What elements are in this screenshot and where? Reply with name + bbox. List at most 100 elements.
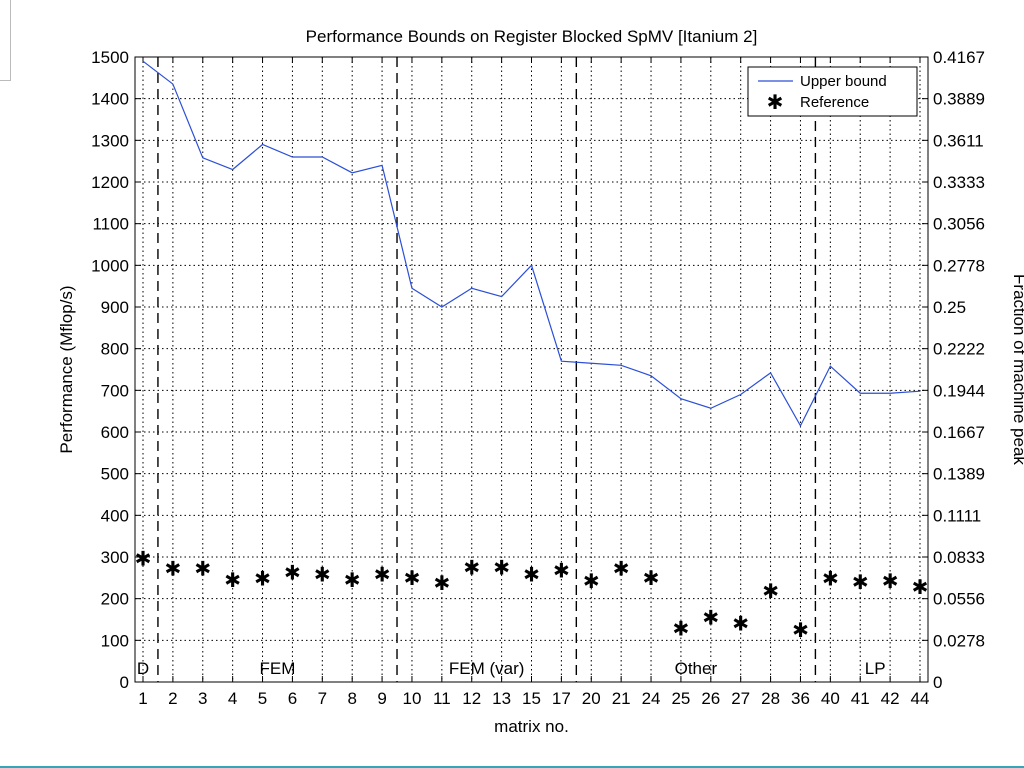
reference-point: ✱ <box>882 571 899 593</box>
x-tick-label: 15 <box>522 689 541 708</box>
right-tick-label: 0.1389 <box>933 465 985 484</box>
legend: Upper bound ✱ Reference <box>747 66 918 117</box>
y-axis-label: Performance (Mflop/s) <box>57 285 76 453</box>
x-tick-label: 26 <box>701 689 720 708</box>
x-tick-label: 21 <box>612 689 631 708</box>
legend-box <box>747 66 918 117</box>
y-tick-label: 1400 <box>91 90 129 109</box>
reference-point: ✱ <box>792 620 809 642</box>
region-label: LP <box>865 659 886 678</box>
reference-point: ✱ <box>165 559 182 581</box>
right-tick-label: 0.3056 <box>933 215 985 234</box>
y-tick-label: 1300 <box>91 131 129 150</box>
reference-point: ✱ <box>224 570 241 592</box>
reference-point: ✱ <box>553 560 570 582</box>
right-tick-label: 0.0833 <box>933 548 985 567</box>
y-tick-label: 100 <box>101 631 129 650</box>
x-tick-label: 28 <box>761 689 780 708</box>
y-tick-label: 500 <box>101 465 129 484</box>
reference-point: ✱ <box>852 572 869 594</box>
y-tick-label: 900 <box>101 298 129 317</box>
y-tick-label: 400 <box>101 506 129 525</box>
right-tick-label: 0.2222 <box>933 340 985 359</box>
y-tick-label: 0 <box>120 673 129 692</box>
x-tick-label: 12 <box>462 689 481 708</box>
x-tick-label: 25 <box>671 689 690 708</box>
right-tick-label: 0.25 <box>933 298 966 317</box>
reference-point: ✱ <box>583 571 600 593</box>
x-tick-label: 1 <box>138 689 147 708</box>
series-layer: ✱ ✱ ✱ ✱ ✱ ✱ ✱ ✱ ✱ ✱ ✱ ✱ ✱ ✱ ✱ ✱ ✱ ✱ ✱ ✱ ✱ ✱ ✱ ✱ ✱ ✱ ✱ <box>135 60 929 642</box>
y-tick-label: 1200 <box>91 173 129 192</box>
x-tick-label: 20 <box>582 689 601 708</box>
right-tick-label: 0 <box>933 673 942 692</box>
x-tick-label: 10 <box>403 689 422 708</box>
reference-point: ✱ <box>344 570 361 592</box>
x-tick-label: 8 <box>347 689 356 708</box>
y-tick-label: 700 <box>101 381 129 400</box>
reference-point: ✱ <box>523 565 540 587</box>
window-bottom-rule <box>0 766 1024 768</box>
y-tick-label: 200 <box>101 590 129 609</box>
x-tick-label: 13 <box>492 689 511 708</box>
region-label: Other <box>675 659 718 678</box>
x-tick-label: 40 <box>821 689 840 708</box>
y-tick-label: 800 <box>101 340 129 359</box>
y-tick-label: 1000 <box>91 256 129 275</box>
y-tick-label: 600 <box>101 423 129 442</box>
region-label-layer: D FEM FEM (var) Other LP <box>137 659 886 678</box>
right-tick-label: 0.3611 <box>933 131 984 150</box>
y-tick-label: 1100 <box>92 215 129 234</box>
right-tick-label: 0.1667 <box>933 423 985 442</box>
reference-point: ✱ <box>254 569 271 591</box>
legend-label-reference: Reference <box>800 94 869 111</box>
reference-point: ✱ <box>643 568 660 590</box>
reference-point: ✱ <box>673 619 690 641</box>
x-tick-label: 17 <box>552 689 571 708</box>
legend-star-swatch: ✱ <box>767 92 784 114</box>
x-tick-label: 11 <box>433 689 451 708</box>
y-tick-label: 300 <box>101 548 129 567</box>
x-tick-label: 44 <box>911 689 930 708</box>
region-label: D <box>137 659 149 678</box>
x-tick-label: 27 <box>731 689 750 708</box>
upper-bound-line <box>142 60 921 428</box>
region-divider-layer <box>157 57 817 682</box>
legend-label-upper-bound: Upper bound <box>800 73 887 90</box>
reference-point: ✱ <box>912 577 929 599</box>
right-tick-label: 0.1944 <box>933 381 985 400</box>
grid-layer <box>135 57 928 682</box>
reference-point: ✱ <box>732 614 749 636</box>
reference-point: ✱ <box>613 559 630 581</box>
right-tick-label: 0.2778 <box>933 256 985 275</box>
reference-point: ✱ <box>702 607 719 629</box>
x-tick-label: 5 <box>258 689 267 708</box>
right-tick-label: 0.3889 <box>933 90 985 109</box>
x-axis-label: matrix no. <box>494 717 569 736</box>
reference-point: ✱ <box>493 557 510 579</box>
right-tick-label: 0.0278 <box>933 631 985 650</box>
region-label: FEM (var) <box>449 659 525 678</box>
reference-point: ✱ <box>404 568 421 590</box>
region-label: FEM <box>260 659 296 678</box>
right-axis-label: Fraction of machine peak <box>1010 274 1024 465</box>
right-tick-label: 0.3333 <box>933 173 985 192</box>
x-tick-label: 9 <box>377 689 386 708</box>
reference-point: ✱ <box>822 569 839 591</box>
x-tick-label: 41 <box>851 689 870 708</box>
right-tick-label: 0.0556 <box>933 590 985 609</box>
right-tick-label: 0.1111 <box>933 506 981 525</box>
x-tick-label: 7 <box>318 689 327 708</box>
x-tick-label: 2 <box>168 689 177 708</box>
reference-point: ✱ <box>194 559 211 581</box>
x-tick-label: 4 <box>228 689 237 708</box>
reference-point: ✱ <box>762 581 779 603</box>
y-tick-label: 1500 <box>91 48 129 67</box>
window-frame-corner <box>0 0 11 81</box>
reference-point: ✱ <box>135 548 152 570</box>
reference-point: ✱ <box>374 565 391 587</box>
reference-point: ✱ <box>314 565 331 587</box>
x-tick-label: 24 <box>642 689 661 708</box>
